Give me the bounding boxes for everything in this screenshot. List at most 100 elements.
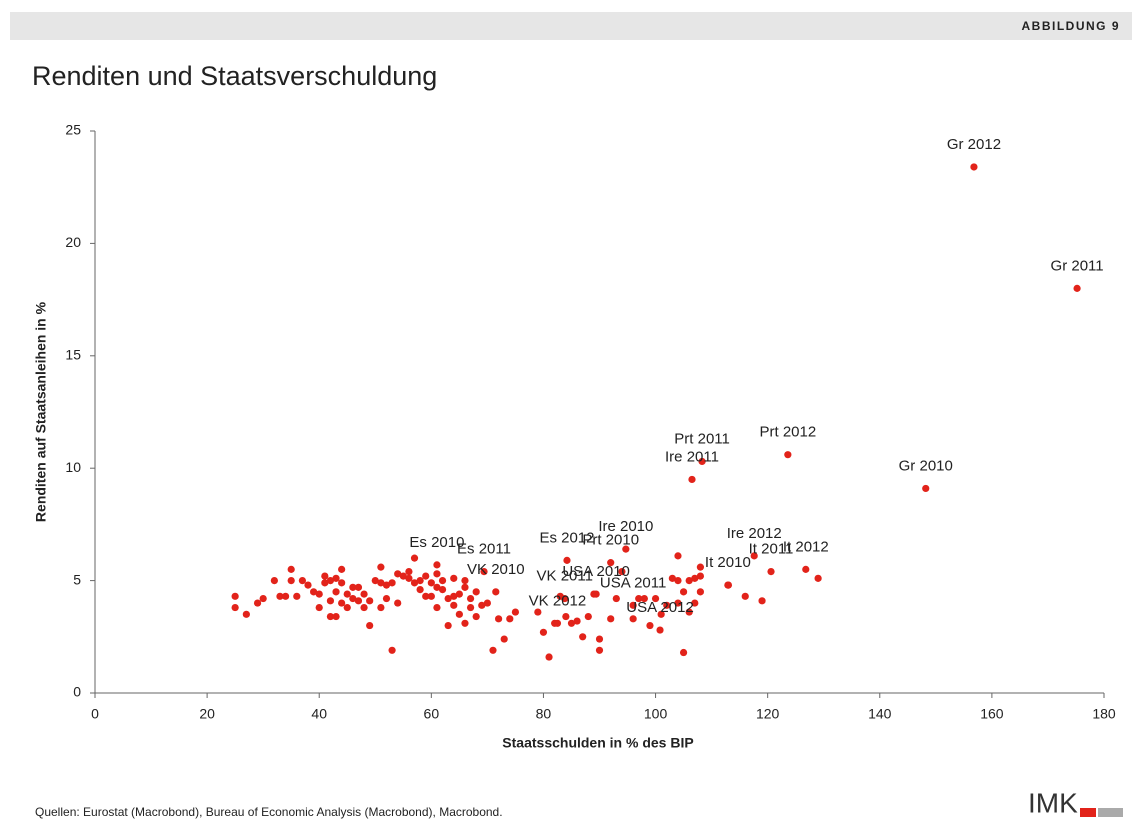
data-point	[534, 608, 542, 616]
point-label: Prt 2010	[582, 532, 639, 549]
figure-label: ABBILDUNG 9	[1021, 19, 1120, 33]
data-point	[287, 577, 295, 585]
x-tick-label: 140	[868, 706, 892, 722]
data-point	[629, 615, 637, 623]
data-point	[612, 594, 620, 603]
source-note: Quellen: Eurostat (Macrobond), Bureau of…	[35, 805, 503, 819]
data-point	[492, 588, 500, 596]
x-tick-label: 180	[1092, 706, 1116, 722]
data-point	[338, 565, 346, 573]
data-point	[388, 646, 396, 654]
data-point	[405, 568, 413, 576]
data-point	[539, 628, 548, 636]
data-point	[310, 588, 318, 596]
data-point	[388, 579, 396, 587]
data-point	[784, 451, 792, 459]
data-point	[242, 610, 250, 618]
data-point	[326, 577, 335, 585]
data-point	[332, 612, 340, 621]
data-point	[338, 579, 346, 587]
data-point	[444, 594, 452, 603]
data-point	[691, 599, 699, 607]
data-point	[343, 590, 351, 598]
plot-area: 0 20 40 60 80 100 120 140 160 180 0 5 10 15 20 25 Gr 201…	[65, 122, 1115, 722]
data-point	[674, 577, 682, 585]
logo-bar	[1080, 808, 1096, 817]
data-point	[646, 621, 654, 630]
data-point	[562, 612, 570, 621]
data-point	[450, 592, 458, 600]
data-point	[349, 594, 357, 603]
data-point	[657, 610, 665, 618]
data-point	[511, 608, 520, 616]
point-label: VK 2012	[529, 592, 587, 609]
data-point	[231, 603, 239, 612]
data-point	[332, 574, 340, 582]
logo-bar	[1098, 808, 1123, 817]
data-point	[563, 556, 571, 564]
point-label: VK 2010	[467, 561, 525, 578]
data-point	[1073, 284, 1081, 292]
data-point	[696, 572, 705, 580]
data-point	[814, 574, 822, 582]
data-point	[422, 572, 430, 580]
data-point	[595, 646, 604, 654]
data-point	[466, 603, 475, 612]
data-point	[480, 568, 488, 576]
data-point	[607, 559, 615, 567]
data-point	[500, 635, 508, 643]
data-point	[595, 635, 604, 643]
data-point	[461, 619, 469, 627]
data-point	[567, 619, 576, 627]
data-point	[478, 601, 486, 609]
data-point	[321, 572, 329, 580]
data-point	[377, 563, 385, 571]
data-point	[455, 610, 463, 618]
data-point	[674, 599, 682, 607]
data-point	[506, 615, 514, 623]
point-label: Prt 2012	[759, 424, 816, 441]
y-tick-label: 5	[73, 571, 81, 587]
data-point	[640, 594, 648, 603]
data-point	[758, 597, 766, 605]
data-point	[276, 592, 284, 600]
data-point	[293, 592, 301, 600]
data-point	[584, 612, 592, 621]
data-point	[495, 615, 503, 623]
point-label: It 2011	[749, 541, 794, 558]
data-point	[349, 583, 357, 591]
point-label: USA 2011	[600, 574, 666, 591]
data-point	[489, 646, 497, 654]
data-point	[970, 163, 978, 171]
data-point	[668, 574, 676, 582]
data-point	[416, 577, 424, 585]
data-point	[253, 599, 262, 607]
data-point	[399, 572, 407, 580]
data-point	[354, 597, 363, 605]
data-point	[259, 594, 267, 603]
x-tick-label: 80	[536, 706, 552, 722]
data-point	[382, 581, 391, 589]
data-point	[656, 626, 664, 634]
data-point	[483, 599, 491, 607]
x-tick-label: 60	[424, 706, 440, 722]
point-label: It 2012	[783, 538, 829, 555]
data-point	[618, 568, 626, 576]
data-point	[304, 581, 312, 589]
x-tick-label: 120	[756, 706, 780, 722]
chart-title: Renditen und Staatsverschuldung	[32, 61, 437, 91]
data-point	[321, 579, 329, 587]
data-point	[450, 601, 458, 609]
data-point	[679, 588, 688, 596]
data-point	[315, 590, 323, 598]
data-point	[450, 574, 458, 582]
point-label: Es 2010	[409, 534, 464, 551]
data-point	[416, 585, 424, 594]
logo: IMK	[1028, 787, 1078, 818]
data-point	[455, 590, 463, 598]
data-point	[405, 574, 413, 582]
point-label: USA 2012	[626, 599, 694, 616]
point-label: Prt 2011	[674, 430, 730, 447]
data-point	[688, 475, 696, 484]
data-point	[663, 601, 671, 609]
